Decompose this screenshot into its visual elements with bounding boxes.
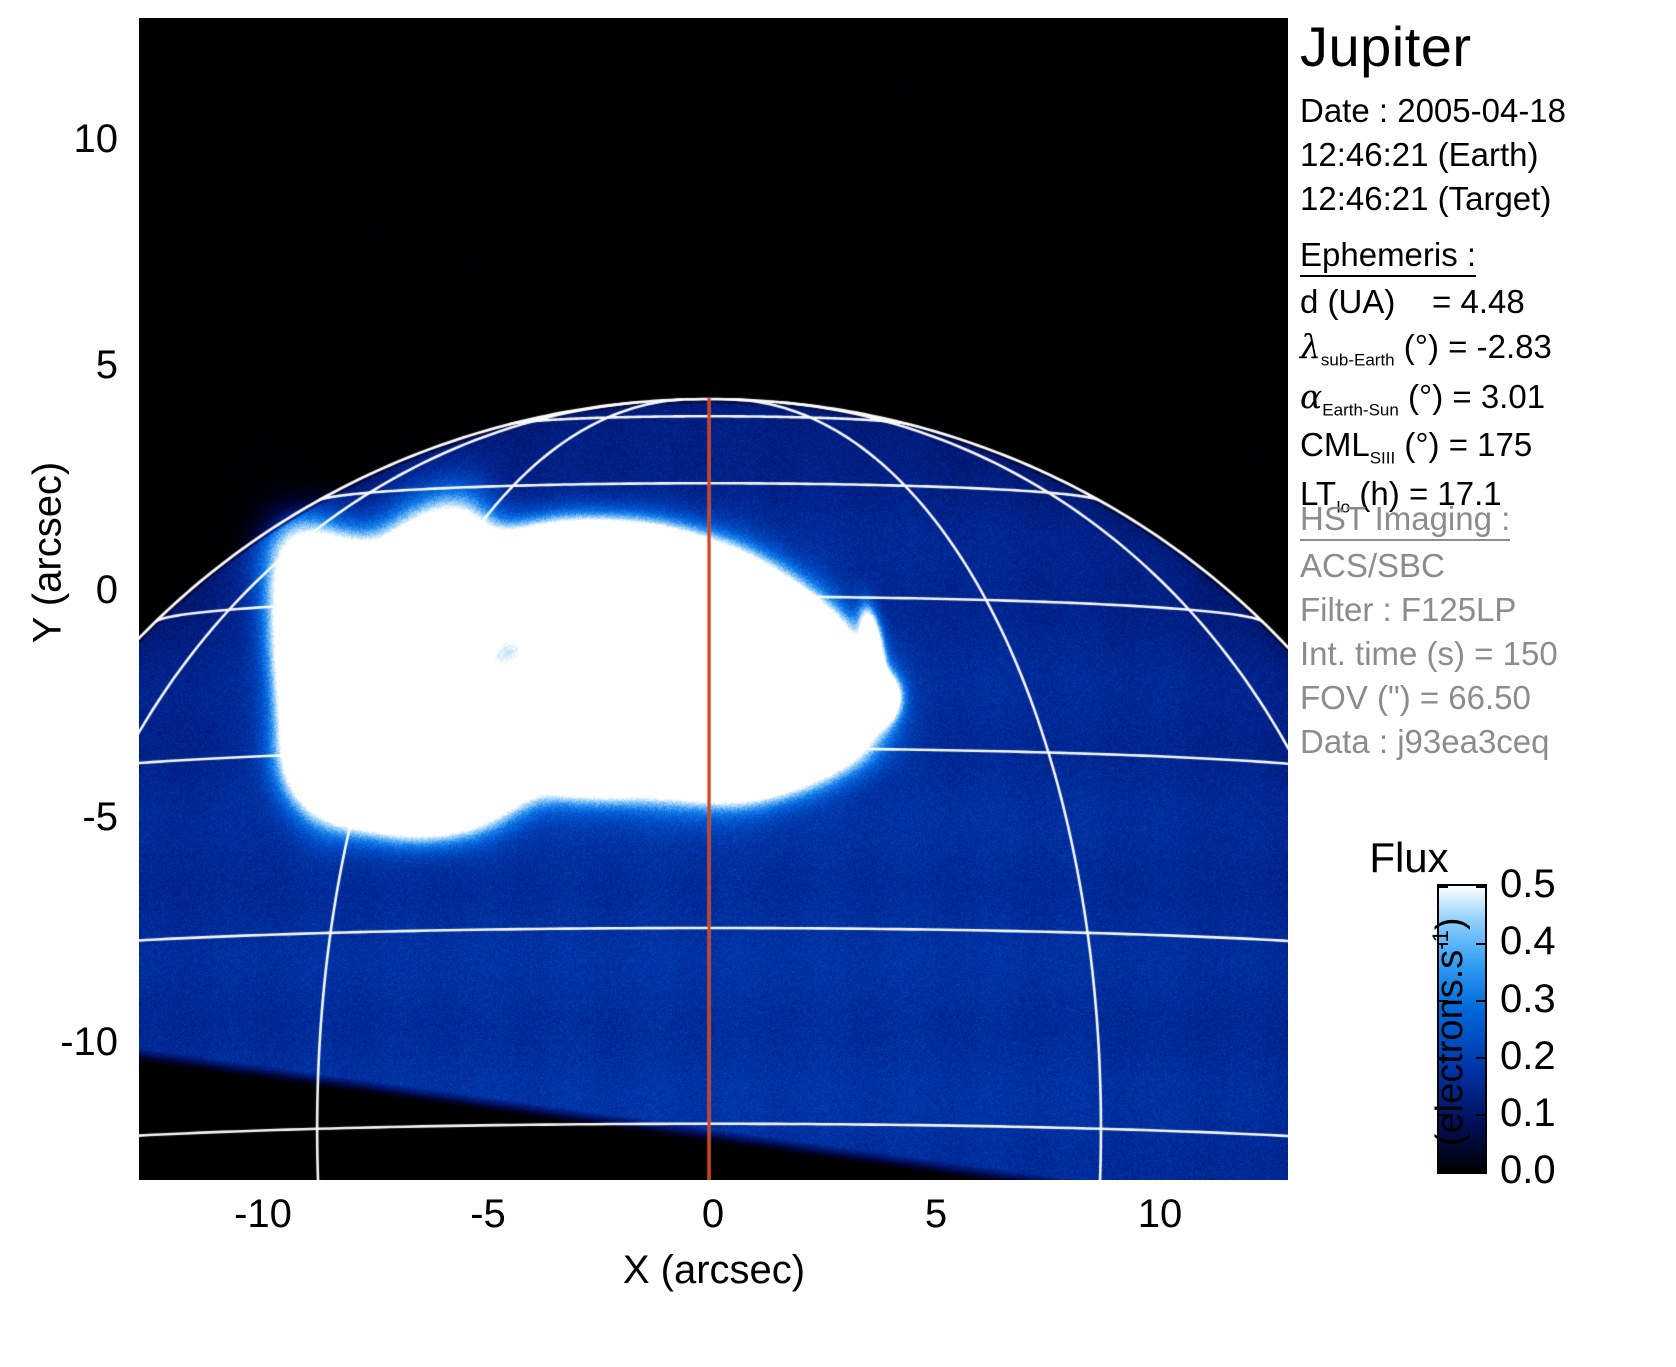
hst-dataset-id: Data : j93ea3ceq (1300, 723, 1550, 760)
observation-date: Date : 2005-04-18 (1300, 92, 1567, 129)
ephemeris-heading: Ephemeris : (1300, 236, 1477, 277)
ephemeris-symbol: α (1300, 376, 1323, 416)
colorbar-ticks (1439, 886, 1485, 1174)
hst-imaging-heading: HST Imaging : (1300, 500, 1511, 541)
observation-time-target: 12:46:21 (Target) (1300, 180, 1552, 217)
colorbar-tick-label: 0.3 (1500, 977, 1556, 1021)
ephemeris-symbol: CML (1300, 426, 1370, 464)
observation-time-earth: 12:46:21 (Earth) (1300, 136, 1539, 173)
ephemeris-subscript: sub-Earth (1320, 350, 1395, 370)
ephemeris-symbol: LT (1300, 474, 1337, 512)
ephemeris-value: = -2.83 (1448, 328, 1552, 365)
colorbar-tick-label: 0.0 (1500, 1148, 1556, 1192)
jupiter-aurora-heatmap (139, 18, 1288, 1180)
y-tick-label: -10 (60, 1020, 118, 1064)
ephemeris-value: = 4.48 (1432, 283, 1525, 320)
hst-int-time: Int. time (s) = 150 (1300, 635, 1558, 672)
colorbar-tick-label: 0.5 (1500, 862, 1556, 906)
observation-info-panel: Jupiter Date : 2005-04-18 12:46:21 (Eart… (1300, 0, 1676, 1367)
ephemeris-subscript: SIII (1369, 448, 1396, 468)
x-axis-title: X (arcsec) (622, 1248, 806, 1292)
ephemeris-unit: (UA) (1327, 283, 1396, 320)
colorbar-axis-title: (electrons.s-1) (1428, 917, 1471, 1147)
ephemeris-row-phase-angle: αEarth-Sun (°) = 3.01 (1300, 377, 1676, 421)
colorbar-title: Flux (1369, 834, 1449, 881)
ephemeris-symbol: d (1300, 283, 1319, 320)
y-axis-title: Y (arcsec) (25, 461, 70, 644)
x-tick-label: 0 (701, 1192, 725, 1236)
aurora-image-plot (139, 18, 1288, 1180)
ephemeris-value: = 3.01 (1452, 377, 1546, 415)
ephemeris-block: Ephemeris : d (UA) = 4.48 λsub-Earth (°)… (1300, 236, 1676, 517)
x-tick-label: 10 (1137, 1192, 1183, 1236)
y-tick-label: -5 (82, 795, 118, 839)
ephemeris-row-cml: CMLSIII (°) = 175 (1300, 426, 1676, 469)
ephemeris-subscript: Io (1336, 497, 1351, 517)
colorbar-tick-label: 0.4 (1500, 919, 1556, 963)
y-tick-label: 0 (95, 568, 118, 612)
x-tick-label: -10 (234, 1192, 292, 1236)
x-tick-label: 5 (924, 1192, 948, 1236)
ephemeris-row-distance: d (UA) = 4.48 (1300, 283, 1676, 321)
hst-imaging-block: HST Imaging : ACS/SBC Filter : F125LP In… (1300, 500, 1676, 761)
ephemeris-row-io-local-time: LTIo (h) = 17.1 (1300, 475, 1676, 518)
ephemeris-value: = 17.1 (1408, 474, 1502, 512)
y-tick-label: 5 (95, 343, 118, 387)
y-tick-label: 10 (73, 117, 119, 161)
ephemeris-unit: (°) (1404, 426, 1440, 464)
ephemeris-subscript: Earth-Sun (1322, 400, 1399, 420)
ephemeris-row-sub-earth-latitude: λsub-Earth (°) = -2.83 (1300, 327, 1676, 371)
x-tick-label: -5 (470, 1192, 506, 1236)
ephemeris-unit: (°) (1408, 377, 1444, 415)
ephemeris-unit: (°) (1403, 328, 1439, 365)
hst-filter: Filter : F125LP (1300, 591, 1517, 628)
hst-instrument: ACS/SBC (1300, 547, 1445, 584)
target-name-title: Jupiter (1300, 15, 1472, 78)
colorbar-tick-label: 0.1 (1500, 1091, 1556, 1135)
ephemeris-value: = 175 (1448, 426, 1533, 464)
flux-colorbar (1437, 884, 1487, 1174)
colorbar-tick-label: 0.2 (1500, 1034, 1556, 1078)
hst-fov: FOV (") = 66.50 (1300, 679, 1531, 716)
ephemeris-unit: (h) (1359, 474, 1400, 512)
ephemeris-symbol: λ (1300, 327, 1321, 366)
